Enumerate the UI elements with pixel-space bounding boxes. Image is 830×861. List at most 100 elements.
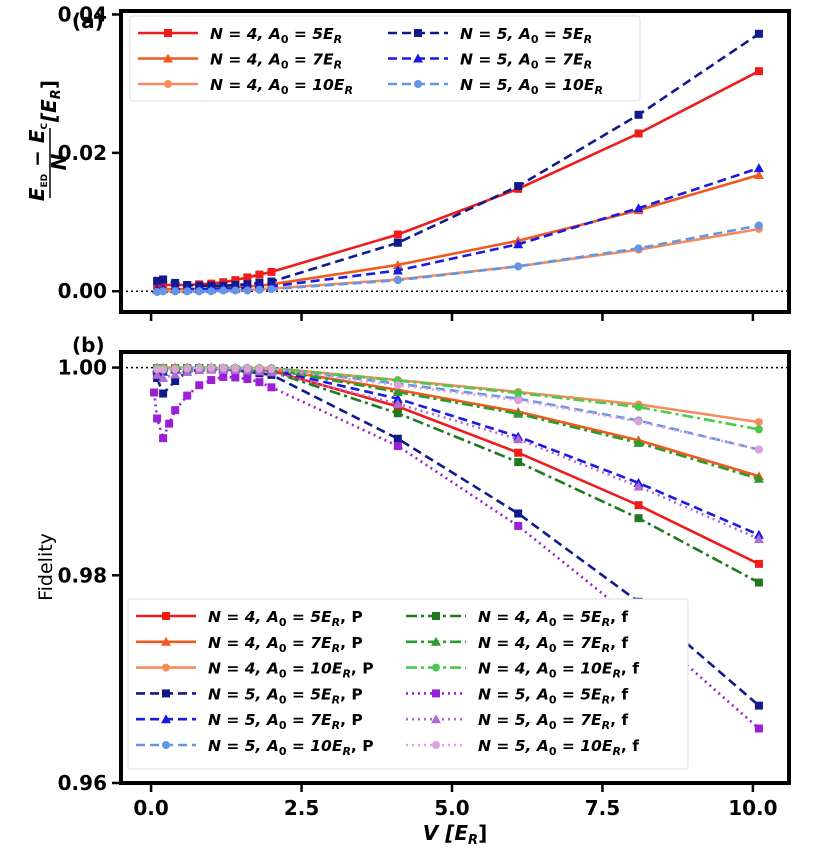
data-point (634, 501, 643, 510)
legend-marker (414, 29, 422, 37)
legend-label: N = 5, A0 = 7ER (460, 51, 592, 72)
legend-marker (432, 689, 440, 698)
panel-a-y-axis-title: EED − EC N [ER] (25, 80, 71, 201)
data-point (171, 365, 180, 374)
panel-b-marks: 0.96 0.98 1.00 0.0 2.5 5.0 7.5 10.0 (58, 356, 789, 820)
legend-label: N = 5, A0 = 10ER (460, 76, 603, 97)
data-point (753, 163, 764, 173)
panel-a-label: (a) (72, 9, 104, 33)
data-point (634, 129, 643, 138)
data-point (514, 396, 523, 405)
legend-entry: N = 4, A0 = 10ER, f (406, 660, 639, 681)
data-point (243, 375, 252, 384)
data-point (393, 230, 402, 239)
data-point (393, 434, 402, 443)
data-point (513, 434, 524, 444)
data-point (634, 514, 643, 523)
data-point (159, 389, 168, 398)
data-point (267, 285, 276, 294)
data-point (159, 365, 168, 374)
x-tick-label: 0.0 (133, 796, 168, 820)
data-point (634, 403, 643, 412)
legend-entry: N = 5, A0 = 5ER, f (406, 685, 628, 706)
data-point (392, 393, 403, 403)
data-point (634, 110, 643, 119)
legend-marker (161, 714, 171, 724)
data-point (633, 481, 644, 491)
data-point (754, 559, 763, 568)
legend-label: N = 5, A0 = 5ER, P (208, 685, 363, 706)
data-point (150, 388, 159, 397)
data-point (514, 521, 523, 530)
data-point (633, 203, 644, 213)
legend-marker (432, 612, 440, 620)
legend-entry: N = 4, A0 = 7ER, f (406, 634, 628, 655)
data-point (754, 425, 763, 434)
data-point (219, 364, 228, 373)
data-point (231, 364, 240, 373)
data-point (514, 389, 523, 398)
x-tick-label: 10.0 (728, 796, 777, 820)
series-line (155, 367, 760, 707)
data-point (393, 381, 402, 390)
data-point (183, 287, 192, 296)
y-tick-label: 0.02 (58, 141, 107, 165)
data-point (754, 445, 763, 454)
legend-marker (162, 663, 170, 672)
ylabel-unit-sub: R (49, 89, 64, 99)
legend-entry: N = 4, A0 = 10ER (138, 76, 353, 97)
data-point (514, 448, 523, 457)
ylabel-minus: − (25, 150, 49, 167)
legend-label: N = 4, A0 = 10ER (210, 76, 353, 97)
legend-entry: N = 4, A0 = 5ER, P (136, 608, 363, 629)
legend-entry: N = 5, A0 = 7ER (388, 51, 592, 72)
panel-b-legend: N = 4, A0 = 5ER, P N = 4, A0 = 7ER, P N = … (127, 598, 689, 770)
data-point (171, 287, 180, 296)
y-tick-label: 0.96 (58, 771, 107, 795)
series-line (156, 32, 760, 288)
legend-entry: N = 5, A0 = 10ER (388, 76, 603, 97)
legend-marker (432, 663, 440, 672)
data-point (231, 276, 240, 285)
data-point (153, 414, 162, 423)
legend-entry: N = 5, A0 = 5ER, P (136, 685, 363, 706)
x-tick-label: 7.5 (585, 796, 620, 820)
data-point (514, 182, 523, 191)
data-point (219, 372, 228, 381)
data-point (392, 259, 403, 269)
data-point (243, 364, 252, 373)
data-point (753, 473, 764, 483)
legend-entry: N = 4, A0 = 10ER, P (136, 660, 374, 681)
data-point (633, 437, 644, 447)
panel-a: 0.000.020.04 (a) EED − EC N [ER] N = 4, … (25, 2, 791, 321)
ylabel-num-e: E (25, 187, 49, 201)
data-point (754, 67, 763, 76)
legend-entry: N = 4, A0 = 7ER, P (136, 634, 363, 655)
legend-entry: N = 5, A0 = 5ER (388, 25, 592, 46)
data-point (514, 509, 523, 518)
panel-b-label: (b) (72, 333, 105, 357)
panel-a-marks: 0.00 0.02 0.04 (58, 2, 789, 321)
data-point (195, 287, 204, 296)
series-line (157, 366, 760, 431)
svg-text:EED − EC: EED − EC (25, 122, 50, 201)
data-point (171, 406, 180, 415)
legend-label: N = 4, A0 = 7ER, f (478, 634, 628, 655)
data-point (393, 276, 402, 285)
data-point (171, 278, 180, 287)
data-point (634, 417, 643, 426)
data-point (754, 418, 763, 427)
data-point (159, 287, 168, 296)
data-point (243, 286, 252, 295)
legend-entry: N = 4, A0 = 5ER, f (406, 608, 628, 629)
legend-box (127, 598, 689, 770)
legend-label: N = 4, A0 = 5ER (210, 25, 342, 46)
data-point (514, 262, 523, 271)
legend-marker (162, 689, 170, 698)
legend-marker (413, 53, 423, 63)
data-point (153, 365, 162, 374)
legend-label: N = 4, A0 = 5ER, P (208, 608, 363, 629)
legend-marker (164, 80, 172, 88)
legend-label: N = 4, A0 = 5ER, f (478, 608, 628, 629)
